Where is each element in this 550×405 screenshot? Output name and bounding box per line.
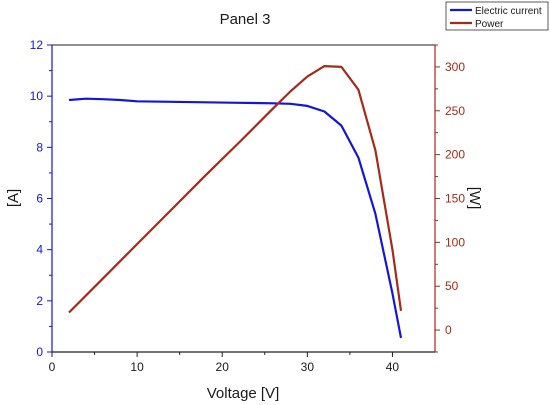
y-left-tick-label: 8 xyxy=(36,140,43,154)
x-tick-label: 30 xyxy=(301,360,315,374)
y-left-tick-label: 2 xyxy=(36,294,43,308)
x-axis-title: Voltage [V] xyxy=(207,385,280,402)
y-left-tick-label: 10 xyxy=(30,89,44,103)
y-right-axis-title: [W] xyxy=(466,187,483,210)
y-right-tick-label: 250 xyxy=(445,104,465,118)
legend-box xyxy=(445,1,549,31)
chart-title: Panel 3 xyxy=(220,11,271,28)
y-left-tick-label: 6 xyxy=(36,192,43,206)
y-left-axis-title: [A] xyxy=(5,189,22,207)
x-ticks: 0 10 20 30 40 xyxy=(49,352,400,374)
y-right-tick-label: 100 xyxy=(445,235,465,249)
series-line-electric-current xyxy=(68,97,403,339)
y-right-tick-label: 0 xyxy=(445,323,452,337)
series-layer xyxy=(68,64,403,339)
legend-label-electric-current: Electric current xyxy=(475,6,542,17)
y-right-tick-label: 300 xyxy=(445,60,465,74)
y-right-tick-label: 200 xyxy=(445,148,465,162)
y-left-tick-label: 12 xyxy=(30,38,44,52)
y-right-tick-label: 150 xyxy=(445,192,465,206)
x-tick-label: 0 xyxy=(49,360,56,374)
x-tick-label: 10 xyxy=(130,360,144,374)
y-left-tick-label: 0 xyxy=(36,345,43,359)
y-left-ticks: 0 2 4 6 8 10 12 xyxy=(30,38,52,359)
legend-label-power: Power xyxy=(475,19,504,30)
x-tick-label: 40 xyxy=(386,360,400,374)
y-right-ticks: 0 50 100 150 200 250 300 xyxy=(435,44,465,353)
y-left-tick-label: 4 xyxy=(36,243,43,257)
legend: Electric current Power xyxy=(445,1,549,31)
x-tick-label: 20 xyxy=(216,360,230,374)
y-right-tick-label: 50 xyxy=(445,279,459,293)
series-line-power xyxy=(68,64,403,314)
